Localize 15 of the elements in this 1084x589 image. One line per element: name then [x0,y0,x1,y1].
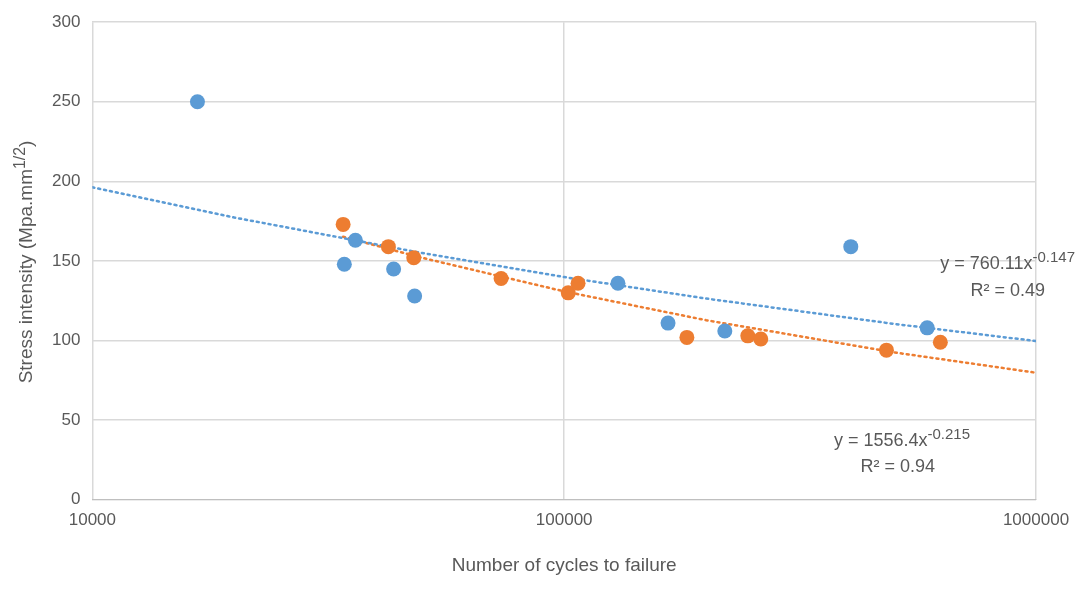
y-tick-label: 200 [51,171,81,191]
y-tick-label: 0 [70,489,81,509]
x-axis-title: Number of cycles to failure [451,553,677,575]
annotation: y = 760.11x$^{-0.147}$ [940,248,1075,274]
y-tick-label: 300 [51,11,81,31]
y-tick-label: 250 [51,91,81,111]
y-tick-label: 100 [51,330,81,350]
annotation: y = 1556.4x$^{-0.215}$ [833,425,970,451]
y-tick-label: 50 [61,409,81,429]
x-tick-label: 10000 [68,509,116,529]
x-tick-label: 1000000 [1002,509,1070,529]
x-tick-label: 100000 [535,509,593,529]
y-tick-label: 150 [51,250,81,270]
annotation: R² = 0.49 [970,280,1045,301]
annotation: R² = 0.94 [860,456,935,477]
